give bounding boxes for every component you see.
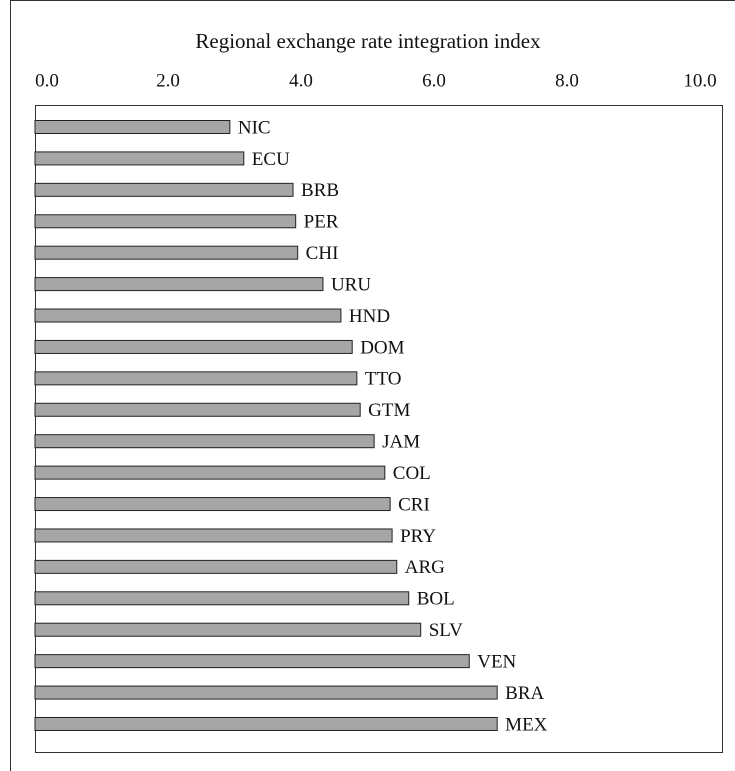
bar-label: BRA <box>505 683 544 704</box>
bar <box>34 277 324 292</box>
bar-label: GTM <box>368 400 410 421</box>
bar-label: URU <box>331 274 371 295</box>
bar <box>34 151 245 166</box>
bar-label: HND <box>349 306 390 327</box>
bar <box>34 339 353 354</box>
bar-label: DOM <box>360 337 404 358</box>
bar <box>34 559 398 574</box>
bar <box>34 622 422 637</box>
bar <box>34 591 410 606</box>
chart-title: Regional exchange rate integration index <box>195 29 541 53</box>
x-tick-label: 8.0 <box>555 70 579 91</box>
bar-label: BRB <box>301 180 339 201</box>
bar <box>34 716 498 731</box>
x-tick-label: 4.0 <box>289 70 313 91</box>
x-tick-label: 10.0 <box>683 70 716 91</box>
bar <box>34 497 391 512</box>
plot-frame <box>35 105 723 753</box>
bar <box>34 465 386 480</box>
bar <box>34 182 294 197</box>
bar-label: NIC <box>238 117 271 138</box>
bar-label: ARG <box>405 557 445 578</box>
bar-label: CRI <box>398 494 430 515</box>
bar-label: JAM <box>382 432 420 453</box>
bar <box>34 402 361 417</box>
bar <box>34 245 299 260</box>
bar-label: PER <box>304 212 339 233</box>
bar-label: MEX <box>505 714 548 735</box>
x-tick-label: 6.0 <box>422 70 446 91</box>
bar-label: VEN <box>477 651 516 672</box>
x-tick-label: 0.0 <box>35 70 59 91</box>
outer-frame <box>10 0 735 771</box>
bar <box>34 371 358 386</box>
x-tick-label: 2.0 <box>156 70 180 91</box>
bar-label: ECU <box>252 149 290 170</box>
bar-label: SLV <box>429 620 463 641</box>
bar <box>34 214 297 229</box>
bar <box>34 528 393 543</box>
bar <box>34 308 342 323</box>
bar <box>34 120 231 134</box>
bar <box>34 685 498 700</box>
bar-label: TTO <box>365 369 402 390</box>
bar <box>34 434 375 449</box>
bar-label: BOL <box>417 589 455 610</box>
bar <box>34 654 470 669</box>
bar-label: PRY <box>400 526 436 547</box>
bar-label: COL <box>393 463 431 484</box>
bar-label: CHI <box>306 243 339 264</box>
